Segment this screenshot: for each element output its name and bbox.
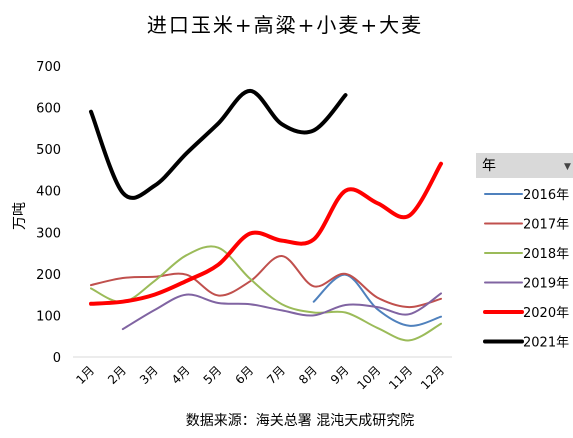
y-tick-label: 100 (36, 309, 61, 324)
y-tick-label: 400 (36, 185, 61, 200)
x-tick-label: 3月 (137, 363, 161, 387)
legend-label: 2019年 (523, 277, 569, 292)
y-tick-label: 500 (36, 143, 61, 158)
y-tick-label: 300 (36, 226, 61, 241)
x-axis-ticks: 1月 2月 3月 4月 5月 6月 7月 8月 9月 10月 11月 12月 (73, 363, 447, 392)
series-line-2021年 (89, 88, 348, 200)
x-tick-label: 2月 (105, 363, 129, 387)
legend-label: 2021年 (523, 336, 569, 351)
chart-title: 进口玉米+高粱+小麦+大麦 (147, 13, 423, 37)
x-tick-label: 4月 (169, 363, 193, 387)
x-tick-label: 6月 (232, 363, 256, 387)
legend-filter-button[interactable] (476, 153, 573, 178)
x-tick-label: 5月 (201, 363, 225, 387)
legend-label: 2020年 (523, 306, 569, 321)
series-line-2016年 (312, 273, 442, 327)
x-tick-label: 12月 (418, 363, 447, 392)
series-line-2019年 (121, 292, 442, 331)
legend-label: 2016年 (523, 188, 569, 203)
x-tick-label: 9月 (328, 363, 352, 387)
x-tick-label: 11月 (386, 363, 415, 392)
legend-title: 年 (482, 158, 496, 174)
x-tick-label: 7月 (264, 363, 288, 387)
y-tick-label: 700 (36, 60, 61, 75)
x-tick-label: 8月 (296, 363, 320, 387)
y-tick-label: 200 (36, 268, 61, 283)
series-line-2017年 (90, 255, 442, 309)
chart-source: 数据来源：海关总署 混沌天成研究院 (186, 413, 414, 429)
y-axis-label: 万吨 (12, 202, 28, 230)
x-tick-label: 10月 (354, 363, 383, 392)
legend-label: 2018年 (523, 247, 569, 262)
x-tick-label: 1月 (73, 363, 97, 387)
y-tick-label: 600 (36, 102, 61, 117)
legend: 年 ▼ 2016年 2017年 2018年 2019年 2020年 2021年 (476, 153, 573, 351)
series-lines (89, 88, 443, 342)
series-line-2020年 (89, 161, 443, 306)
y-axis-ticks: 0 100 200 300 400 500 600 700 (36, 60, 61, 366)
series-line-2018年 (90, 245, 442, 342)
y-tick-label: 0 (53, 351, 61, 366)
legend-label: 2017年 (523, 218, 569, 233)
dropdown-arrow-icon[interactable]: ▼ (564, 162, 571, 172)
